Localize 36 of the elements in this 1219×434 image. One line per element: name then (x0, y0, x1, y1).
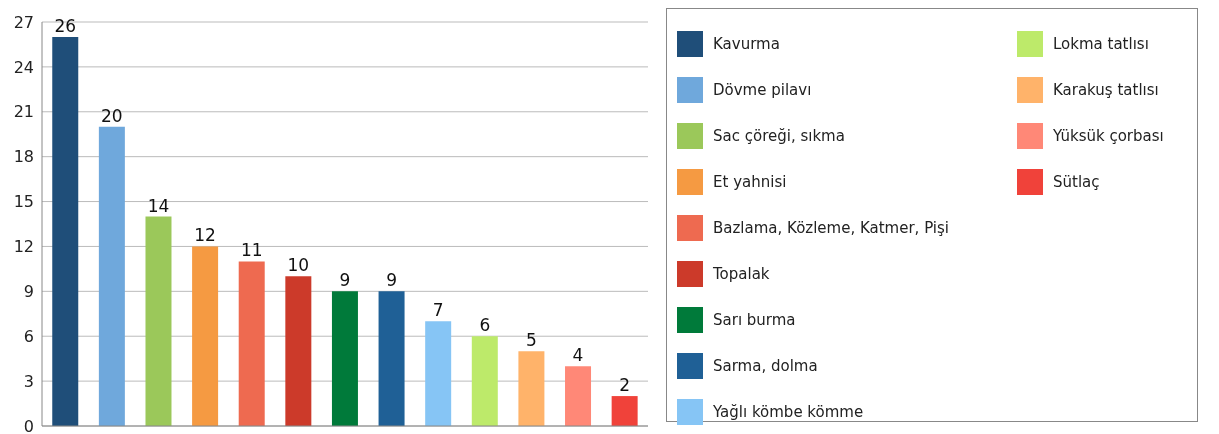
legend-label: Sarma, dolma (713, 357, 818, 375)
data-label: 5 (526, 330, 537, 351)
legend-label: Sarı burma (713, 311, 796, 329)
y-tick-label: 0 (23, 416, 34, 434)
y-tick-label: 6 (23, 326, 34, 346)
legend-label: Et yahnisi (713, 173, 787, 191)
legend-label: Yağlı kömbe kömme (713, 403, 864, 421)
legend-label: Sac çöreği, sıkma (713, 127, 845, 145)
data-label: 6 (479, 315, 491, 336)
legend-label: Yüksük çorbası (1053, 127, 1164, 145)
legend-label: Lokma tatlısı (1053, 35, 1149, 53)
legend-label: Bazlama, Közleme, Katmer, Pişi (713, 219, 950, 237)
data-label: 9 (386, 270, 397, 291)
y-tick-label: 15 (13, 192, 34, 212)
legend-label: Topalak (713, 265, 770, 283)
data-label: 10 (287, 255, 310, 276)
data-label: 9 (339, 270, 351, 291)
y-tick-label: 12 (13, 237, 34, 257)
y-tick-label: 9 (23, 282, 34, 302)
y-tick-label: 27 (13, 12, 34, 32)
y-tick-label: 21 (13, 102, 34, 122)
data-label: 26 (54, 15, 77, 36)
data-label: 12 (194, 225, 216, 246)
legend-label: Sütlaç (1053, 173, 1100, 191)
y-tick-label: 24 (13, 57, 34, 77)
data-label: 7 (432, 300, 444, 321)
data-label: 11 (240, 240, 263, 261)
legend-label: Dövme pilavı (713, 81, 812, 99)
data-label: 4 (572, 345, 584, 366)
data-label: 14 (147, 195, 170, 216)
y-tick-label: 3 (23, 371, 34, 391)
legend-label: Karakuş tatlısı (1053, 81, 1159, 99)
legend-label: Kavurma (713, 35, 780, 53)
y-tick-label: 18 (13, 147, 34, 167)
data-label: 20 (101, 105, 123, 126)
data-label: 2 (619, 375, 631, 396)
